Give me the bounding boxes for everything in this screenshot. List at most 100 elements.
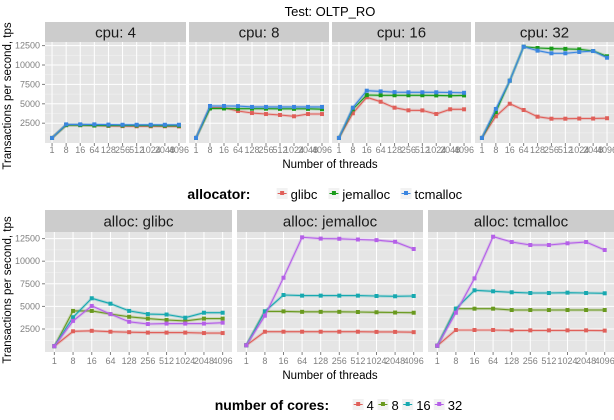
facet-strip-label: alloc: glibc (103, 214, 174, 231)
data-point-4 (393, 329, 398, 334)
x-tick-label: 16 (469, 356, 479, 366)
legend-title: allocator: (187, 186, 250, 202)
data-point-tcmalloc (292, 104, 296, 109)
data-point-4 (220, 331, 225, 336)
data-point-glibc (434, 111, 439, 116)
legend-label-8: 8 (391, 398, 398, 413)
data-point-glibc (448, 107, 453, 112)
data-point-tcmalloc (320, 104, 324, 109)
data-point-16 (546, 291, 551, 296)
data-point-tcmalloc (364, 88, 369, 93)
x-tick-label: 2048 (440, 145, 460, 155)
x-tick-label: 512 (272, 145, 287, 155)
x-tick-label: 2048 (583, 145, 603, 155)
data-point-32 (393, 239, 398, 244)
data-point-16 (262, 309, 267, 314)
data-point-tcmalloc (64, 122, 69, 127)
legend-label-tcmalloc: tcmalloc (415, 187, 463, 202)
x-tick-label: 4096 (169, 145, 189, 155)
data-point-4 (472, 327, 477, 332)
x-tick-label: 8 (64, 145, 69, 155)
x-tick-label: 128 (101, 145, 116, 155)
data-point-8 (220, 316, 225, 321)
data-point-8 (164, 317, 169, 322)
x-tick-label: 256 (544, 145, 559, 155)
data-point-jemalloc (434, 93, 439, 98)
data-point-32 (565, 241, 570, 246)
x-tick-label: 256 (140, 356, 155, 366)
data-point-tcmalloc (162, 122, 167, 127)
data-point-tcmalloc (264, 104, 268, 109)
data-point-glibc (591, 116, 596, 121)
data-point-4 (546, 328, 551, 333)
data-point-16 (491, 289, 496, 294)
x-tick-label: 16 (75, 145, 85, 155)
series-line-tcmalloc (195, 105, 322, 139)
x-tick-label: 64 (376, 145, 386, 155)
data-point-4 (509, 328, 514, 333)
data-point-16 (565, 290, 570, 295)
data-point-16 (89, 296, 94, 301)
x-tick-label: 64 (233, 145, 243, 155)
data-point-tcmalloc (120, 122, 125, 127)
series-line-16 (245, 294, 414, 346)
series-line-glibc (481, 103, 608, 139)
data-point-4 (491, 327, 496, 332)
y-tick-label: 10000 (15, 256, 40, 266)
data-point-glibc (250, 111, 254, 116)
data-point-16 (201, 310, 206, 315)
data-point-8 (393, 310, 398, 315)
data-point-8 (602, 308, 607, 313)
x-tick-label: 8 (71, 356, 76, 366)
data-point-16 (183, 315, 188, 320)
data-point-8 (201, 316, 206, 321)
data-point-16 (318, 293, 323, 298)
panel-background (189, 42, 329, 143)
data-point-16 (355, 293, 360, 298)
data-point-glibc (392, 105, 397, 110)
legend-key-point (280, 191, 285, 195)
legend-key-point (405, 402, 410, 406)
x-tick-label: 1024 (569, 145, 589, 155)
data-point-8 (71, 308, 76, 313)
data-point-16 (411, 294, 416, 299)
x-tick-label: 4096 (597, 145, 614, 155)
data-point-tcmalloc (222, 103, 226, 108)
data-point-4 (201, 331, 206, 336)
panel-background (428, 232, 614, 352)
series-line-glibc (195, 107, 322, 139)
legend-key-point (356, 402, 361, 406)
panel-background (475, 42, 614, 143)
data-point-glibc (462, 107, 467, 112)
x-tick-label: 2048 (194, 356, 214, 366)
data-point-tcmalloc (577, 49, 582, 54)
data-point-jemalloc (222, 106, 226, 111)
top-x-axis-title: Number of threads (282, 159, 377, 171)
x-tick-label: 2048 (385, 356, 405, 366)
data-point-4 (145, 330, 150, 335)
data-point-glibc (605, 116, 610, 121)
data-point-tcmalloc (521, 44, 526, 49)
x-tick-label: 1024 (141, 145, 161, 155)
data-point-tcmalloc (448, 90, 453, 95)
data-point-tcmalloc (493, 106, 498, 111)
data-point-4 (528, 328, 533, 333)
x-tick-label: 256 (332, 356, 347, 366)
data-point-32 (127, 319, 132, 324)
series-line-8 (245, 310, 414, 346)
data-point-tcmalloc (250, 104, 254, 109)
data-point-8 (145, 316, 150, 321)
data-point-glibc (535, 114, 540, 119)
data-point-8 (300, 309, 305, 314)
x-tick-label: 8 (207, 145, 212, 155)
series-line-tcmalloc (51, 123, 179, 139)
data-point-8 (127, 314, 132, 319)
x-tick-label: 2048 (576, 356, 596, 366)
x-tick-label: 64 (105, 356, 115, 366)
data-point-tcmalloc (134, 122, 139, 127)
data-point-glibc (493, 114, 498, 119)
data-point-8 (546, 308, 551, 313)
x-tick-label: 1 (50, 145, 55, 155)
